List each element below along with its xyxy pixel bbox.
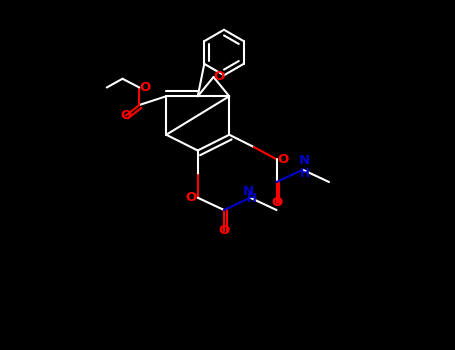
Text: O: O	[213, 70, 224, 84]
Text: O: O	[271, 196, 282, 210]
Text: H: H	[247, 192, 257, 205]
Text: N: N	[299, 154, 310, 168]
Text: H: H	[299, 167, 309, 180]
Text: O: O	[278, 153, 289, 166]
Text: O: O	[139, 81, 150, 94]
Text: O: O	[121, 109, 131, 122]
Text: O: O	[185, 191, 197, 204]
Text: N: N	[243, 185, 254, 198]
Text: O: O	[218, 224, 230, 238]
